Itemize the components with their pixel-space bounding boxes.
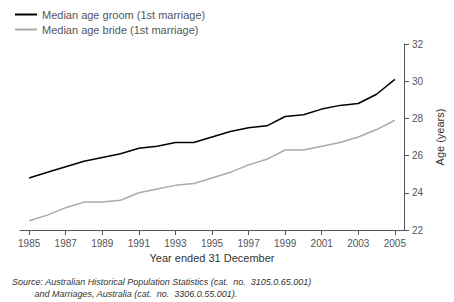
svg-text:1991: 1991 <box>128 238 151 249</box>
svg-text:28: 28 <box>412 113 424 124</box>
svg-text:1985: 1985 <box>18 238 41 249</box>
svg-text:Median age bride (1st marriage: Median age bride (1st marriage) <box>42 24 199 36</box>
svg-text:1987: 1987 <box>55 238 78 249</box>
svg-text:22: 22 <box>412 225 424 236</box>
svg-text:30: 30 <box>412 76 424 87</box>
svg-text:2005: 2005 <box>384 238 407 249</box>
svg-text:and Marriages, Australia (cat.: and Marriages, Australia (cat. no. 3306.… <box>12 289 237 299</box>
svg-text:2003: 2003 <box>347 238 370 249</box>
svg-text:24: 24 <box>412 187 424 198</box>
svg-text:Year ended 31 December: Year ended 31 December <box>150 252 275 264</box>
svg-text:1999: 1999 <box>274 238 297 249</box>
svg-text:Source: Australian Historical: Source: Australian Historical Population… <box>12 277 311 287</box>
svg-text:1997: 1997 <box>237 238 260 249</box>
svg-text:1989: 1989 <box>91 238 114 249</box>
svg-text:1993: 1993 <box>164 238 187 249</box>
svg-text:32: 32 <box>412 39 424 50</box>
svg-text:26: 26 <box>412 150 424 161</box>
svg-text:Age (years): Age (years) <box>434 109 446 166</box>
svg-text:2001: 2001 <box>311 238 334 249</box>
svg-text:1995: 1995 <box>201 238 224 249</box>
svg-text:Median age groom (1st marriage: Median age groom (1st marriage) <box>42 9 205 21</box>
